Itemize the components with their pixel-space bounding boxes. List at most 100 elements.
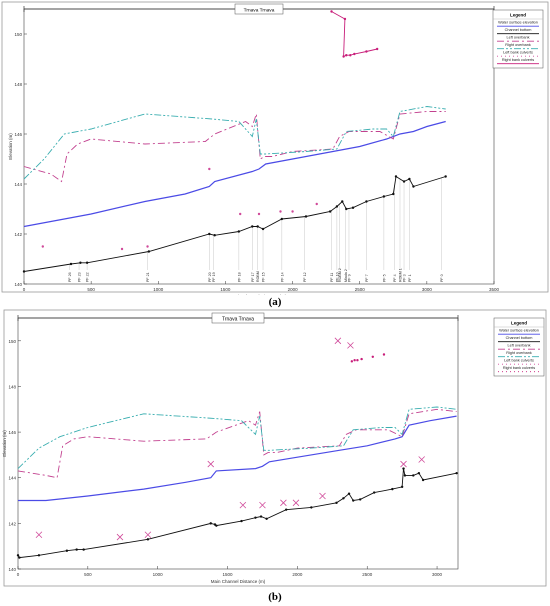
data-point [402,180,406,183]
data-point [240,519,243,523]
data-point [284,508,288,511]
data-point [315,202,318,206]
station-label: PF 19 [212,272,216,282]
data-point [352,499,355,502]
data-point [353,359,356,362]
y-tick-label: 146 [8,430,16,435]
data-point [22,270,26,273]
y-tick-label: 142 [8,521,16,526]
station-label: PF 23 [78,272,82,282]
series-left-overbank [17,408,457,479]
data-point [251,225,254,228]
series-line [23,175,446,272]
legend-title: Legend [510,13,526,18]
station-label: PF 12 [303,272,307,282]
y-tick-label: 150 [8,339,16,344]
legend-entry-label: Water surface elevation [498,21,538,25]
x-tick-label: 3500 [489,287,500,292]
x-axis-label: Main Channel Distance (m) [232,294,287,295]
data-point [261,227,265,231]
legend-entry-label: Left overbank [506,36,529,40]
series-line [17,408,457,479]
station-label: PF 0 [440,274,444,282]
data-point [319,492,326,500]
data-point [400,460,407,468]
x-tick-label: 0 [17,572,20,577]
station-label: PF 14 [280,272,284,282]
data-point [382,353,386,356]
data-point [455,471,458,475]
data-point [342,497,345,500]
data-point [403,474,407,477]
data-point [259,501,266,509]
data-point [408,177,411,181]
legend-entry-label: Right overbank [505,43,531,47]
legend-title: Legend [511,321,527,326]
data-point [16,554,20,557]
data-point [208,167,211,171]
chart-frame [1,1,549,293]
series-left-bank-culverts [35,337,425,541]
data-point [359,498,362,501]
series-channel-bottom [16,467,458,559]
data-point [360,357,363,361]
data-point [382,195,386,198]
data-point [342,55,345,58]
data-point [400,485,404,489]
data-point [351,206,355,209]
data-point [345,54,348,57]
station-label: ROBM [256,271,260,282]
chart-title: Trnava Trnava [222,317,254,323]
legend-entry-label: Left bank culverts [504,359,534,363]
data-point [335,205,339,208]
x-tick-label: 3000 [422,287,433,292]
data-point [279,210,282,213]
y-tick-label: 148 [14,82,22,87]
y-tick-label: 144 [8,476,16,481]
data-point [280,499,287,507]
data-point [341,200,344,203]
data-point [444,175,447,178]
legend-entry-label: Left overbank [507,344,530,348]
legend-box [493,317,545,377]
station-label: PF 5 [382,274,386,282]
data-point [146,538,150,541]
data-point [412,474,415,477]
data-point [239,212,242,216]
data-point [41,245,44,248]
data-point [292,499,300,507]
station-label: ROBM 2 [338,268,342,282]
station-label: Mlada 2 [344,269,348,282]
data-point [256,225,259,228]
legend-box [492,9,544,69]
series-right-overbank [23,106,446,180]
data-point [334,337,342,345]
y-tick-label: 150 [14,32,22,37]
series-right-bank-culverts [330,10,379,58]
legend-entry-label: Water surface elevation [499,329,539,333]
data-point [353,52,356,56]
legend-entry-label: Right overbank [506,351,532,355]
station-label: ROBM 1 [399,268,403,282]
legend-entry-label: Channel bottom [505,28,532,32]
data-point [372,491,376,494]
x-tick-label: 0 [23,287,26,292]
data-point [304,215,308,218]
x-tick-label: 2500 [362,572,373,577]
station-label: PF 26 [68,272,72,282]
legend-entry-label: Right bank culverts [503,366,535,370]
data-point [347,492,351,495]
data-point [328,210,332,213]
data-point [343,17,347,21]
station-label: PF 21 [146,272,150,282]
data-point [345,207,348,211]
data-point [259,515,263,518]
x-tick-label: 500 [87,287,95,292]
series-right-overbank [17,406,457,469]
series-water-surface-elevation [18,415,457,502]
series-line [17,406,457,469]
data-point [335,501,338,505]
caption-b: (b) [268,591,282,603]
series-line [18,415,457,502]
x-tick-label: 1500 [223,572,234,577]
